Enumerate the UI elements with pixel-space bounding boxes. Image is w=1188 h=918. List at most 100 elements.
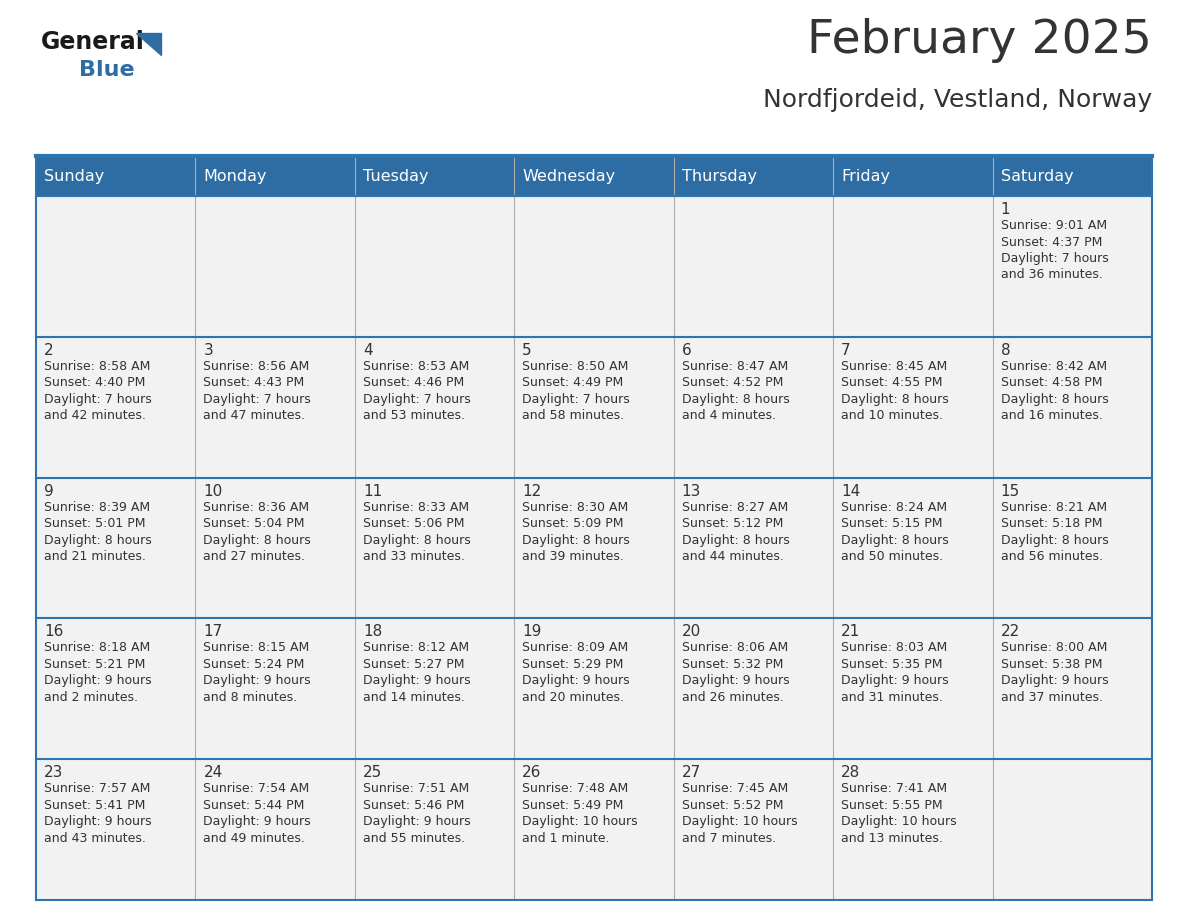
Text: 13: 13: [682, 484, 701, 498]
Text: Sunrise: 9:01 AM: Sunrise: 9:01 AM: [1000, 219, 1107, 232]
Text: and 56 minutes.: and 56 minutes.: [1000, 550, 1102, 563]
Text: and 10 minutes.: and 10 minutes.: [841, 409, 943, 422]
Text: Friday: Friday: [841, 170, 890, 185]
Text: and 44 minutes.: and 44 minutes.: [682, 550, 784, 563]
Text: and 27 minutes.: and 27 minutes.: [203, 550, 305, 563]
Text: Daylight: 8 hours: Daylight: 8 hours: [362, 533, 470, 546]
Bar: [196, 337, 355, 477]
Text: Daylight: 9 hours: Daylight: 9 hours: [841, 675, 949, 688]
Text: Sunset: 5:41 PM: Sunset: 5:41 PM: [44, 799, 145, 812]
Text: Daylight: 9 hours: Daylight: 9 hours: [1000, 675, 1108, 688]
Text: Sunrise: 8:18 AM: Sunrise: 8:18 AM: [44, 642, 150, 655]
Text: Daylight: 8 hours: Daylight: 8 hours: [523, 533, 630, 546]
Bar: [833, 337, 992, 477]
Text: Sunset: 5:12 PM: Sunset: 5:12 PM: [682, 517, 783, 530]
Text: Sunset: 5:27 PM: Sunset: 5:27 PM: [362, 658, 465, 671]
Text: Sunset: 4:49 PM: Sunset: 4:49 PM: [523, 376, 624, 389]
Bar: [674, 619, 833, 759]
Text: Sunrise: 8:06 AM: Sunrise: 8:06 AM: [682, 642, 788, 655]
Text: Daylight: 9 hours: Daylight: 9 hours: [362, 675, 470, 688]
Bar: [674, 196, 833, 337]
Text: Daylight: 9 hours: Daylight: 9 hours: [682, 675, 789, 688]
Text: Sunset: 5:55 PM: Sunset: 5:55 PM: [841, 799, 943, 812]
Text: 9: 9: [44, 484, 53, 498]
Text: 5: 5: [523, 342, 532, 358]
Text: Sunset: 5:35 PM: Sunset: 5:35 PM: [841, 658, 942, 671]
Text: Sunset: 5:09 PM: Sunset: 5:09 PM: [523, 517, 624, 530]
Text: February 2025: February 2025: [807, 18, 1152, 63]
Text: Sunrise: 7:57 AM: Sunrise: 7:57 AM: [44, 782, 151, 795]
Text: Daylight: 8 hours: Daylight: 8 hours: [203, 533, 311, 546]
Text: Daylight: 9 hours: Daylight: 9 hours: [362, 815, 470, 828]
Text: and 31 minutes.: and 31 minutes.: [841, 691, 943, 704]
Text: 1: 1: [1000, 202, 1010, 217]
Text: Sunday: Sunday: [44, 170, 105, 185]
Text: Daylight: 10 hours: Daylight: 10 hours: [682, 815, 797, 828]
Text: Daylight: 9 hours: Daylight: 9 hours: [44, 675, 152, 688]
Text: and 21 minutes.: and 21 minutes.: [44, 550, 146, 563]
Text: Daylight: 9 hours: Daylight: 9 hours: [44, 815, 152, 828]
Bar: [514, 619, 674, 759]
Text: Sunrise: 8:27 AM: Sunrise: 8:27 AM: [682, 500, 788, 513]
Text: 4: 4: [362, 342, 373, 358]
Text: and 16 minutes.: and 16 minutes.: [1000, 409, 1102, 422]
Bar: [674, 759, 833, 900]
Text: Daylight: 7 hours: Daylight: 7 hours: [523, 393, 630, 406]
Text: and 55 minutes.: and 55 minutes.: [362, 832, 465, 845]
Bar: [196, 759, 355, 900]
Text: Daylight: 9 hours: Daylight: 9 hours: [523, 675, 630, 688]
Text: Sunrise: 8:45 AM: Sunrise: 8:45 AM: [841, 360, 947, 373]
Bar: [355, 477, 514, 619]
Bar: [196, 477, 355, 619]
Text: and 50 minutes.: and 50 minutes.: [841, 550, 943, 563]
Text: 18: 18: [362, 624, 383, 640]
Text: Sunrise: 8:12 AM: Sunrise: 8:12 AM: [362, 642, 469, 655]
Text: Sunset: 4:40 PM: Sunset: 4:40 PM: [44, 376, 145, 389]
Text: and 36 minutes.: and 36 minutes.: [1000, 268, 1102, 282]
Text: and 8 minutes.: and 8 minutes.: [203, 691, 297, 704]
Text: General: General: [42, 30, 145, 54]
Text: 7: 7: [841, 342, 851, 358]
Text: Sunrise: 8:33 AM: Sunrise: 8:33 AM: [362, 500, 469, 513]
Text: 14: 14: [841, 484, 860, 498]
Text: Sunset: 4:37 PM: Sunset: 4:37 PM: [1000, 236, 1102, 249]
Text: Daylight: 8 hours: Daylight: 8 hours: [841, 533, 949, 546]
Text: and 39 minutes.: and 39 minutes.: [523, 550, 624, 563]
Text: Sunrise: 8:21 AM: Sunrise: 8:21 AM: [1000, 500, 1107, 513]
Text: Daylight: 8 hours: Daylight: 8 hours: [682, 393, 790, 406]
Text: Daylight: 10 hours: Daylight: 10 hours: [841, 815, 956, 828]
Text: Daylight: 8 hours: Daylight: 8 hours: [682, 533, 790, 546]
Text: Sunrise: 8:42 AM: Sunrise: 8:42 AM: [1000, 360, 1107, 373]
Text: Daylight: 8 hours: Daylight: 8 hours: [1000, 393, 1108, 406]
Bar: [355, 196, 514, 337]
Text: and 26 minutes.: and 26 minutes.: [682, 691, 784, 704]
Text: Sunset: 5:46 PM: Sunset: 5:46 PM: [362, 799, 465, 812]
Text: and 47 minutes.: and 47 minutes.: [203, 409, 305, 422]
Text: Sunrise: 8:30 AM: Sunrise: 8:30 AM: [523, 500, 628, 513]
Text: Sunrise: 8:56 AM: Sunrise: 8:56 AM: [203, 360, 310, 373]
Bar: [833, 759, 992, 900]
Text: Sunrise: 8:00 AM: Sunrise: 8:00 AM: [1000, 642, 1107, 655]
Bar: [992, 619, 1152, 759]
Text: and 53 minutes.: and 53 minutes.: [362, 409, 465, 422]
Bar: [36, 477, 196, 619]
Text: 16: 16: [44, 624, 63, 640]
Text: 10: 10: [203, 484, 222, 498]
Text: Sunrise: 8:03 AM: Sunrise: 8:03 AM: [841, 642, 947, 655]
Text: Sunset: 5:04 PM: Sunset: 5:04 PM: [203, 517, 305, 530]
Text: Daylight: 9 hours: Daylight: 9 hours: [203, 675, 311, 688]
Text: Sunrise: 7:51 AM: Sunrise: 7:51 AM: [362, 782, 469, 795]
Text: 11: 11: [362, 484, 383, 498]
Text: Thursday: Thursday: [682, 170, 757, 185]
Text: Wednesday: Wednesday: [523, 170, 615, 185]
Text: Daylight: 7 hours: Daylight: 7 hours: [1000, 252, 1108, 265]
Text: 3: 3: [203, 342, 213, 358]
Text: Sunrise: 7:54 AM: Sunrise: 7:54 AM: [203, 782, 310, 795]
Text: 2: 2: [44, 342, 53, 358]
Text: Sunset: 4:58 PM: Sunset: 4:58 PM: [1000, 376, 1102, 389]
Text: Sunset: 4:55 PM: Sunset: 4:55 PM: [841, 376, 942, 389]
Bar: [36, 337, 196, 477]
Bar: [36, 196, 196, 337]
Text: and 4 minutes.: and 4 minutes.: [682, 409, 776, 422]
Text: Daylight: 8 hours: Daylight: 8 hours: [44, 533, 152, 546]
